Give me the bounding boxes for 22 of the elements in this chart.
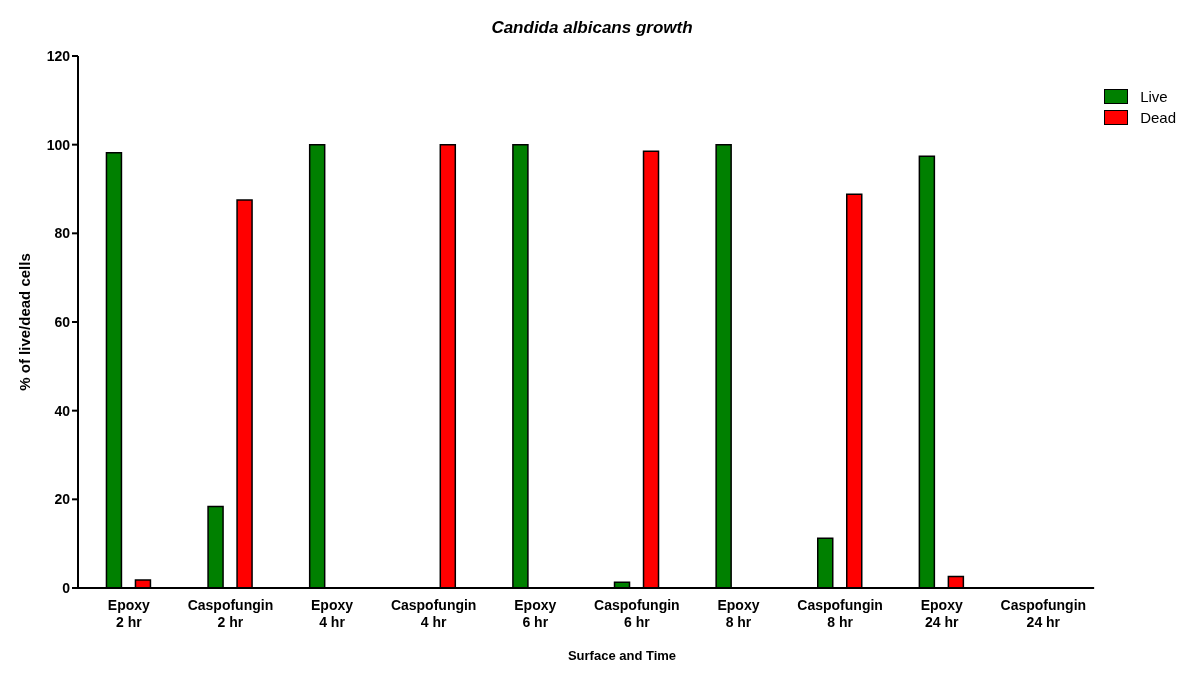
y-tick-label: 20 (54, 491, 71, 508)
x-tick-label: Caspofungin 4 hr (390, 597, 477, 630)
x-tick-label: Caspofungin 24 hr (1000, 597, 1087, 630)
y-tick-label: 0 (62, 579, 71, 596)
y-tick-label: 100 (46, 136, 71, 153)
legend-label: Live (1140, 88, 1168, 105)
y-tick-label: 120 (46, 47, 71, 64)
x-tick-label: Epoxy 6 hr (514, 597, 557, 630)
x-tick-label: Caspofungin 2 hr (187, 597, 274, 630)
x-axis-title: Surface and Time (566, 648, 678, 663)
y-axis-title: % of live/dead cells (16, 253, 34, 391)
x-tick-label: Epoxy 2 hr (107, 597, 151, 630)
x-tick-label: Epoxy 24 hr (920, 597, 963, 630)
y-tick-label: 80 (54, 225, 71, 242)
chart-title: Candida albicans growth (490, 18, 694, 38)
y-tick-label: 60 (54, 313, 71, 330)
y-tick-label: 40 (54, 402, 71, 419)
legend-label: Dead (1140, 109, 1176, 126)
x-tick-label: Caspofungin 6 hr (594, 597, 680, 630)
x-tick-label: Epoxy 8 hr (717, 597, 760, 630)
x-tick-label: Epoxy 4 hr (311, 597, 354, 630)
x-tick-label: Caspofungin 8 hr (797, 597, 883, 630)
